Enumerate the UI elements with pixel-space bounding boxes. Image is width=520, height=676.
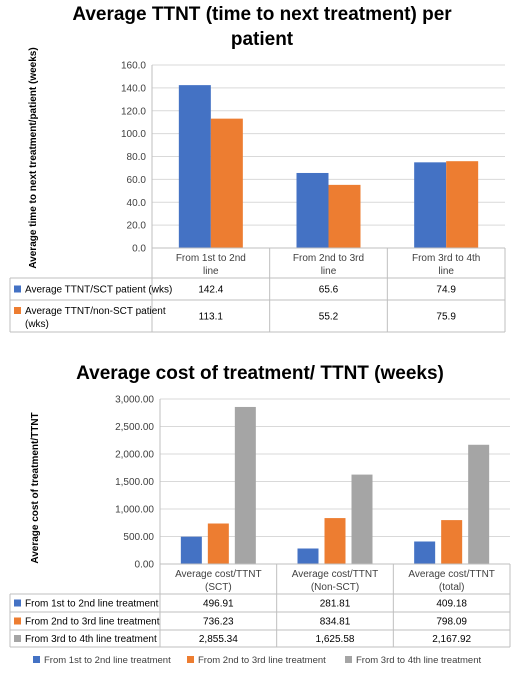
chart2-bar — [207, 523, 229, 564]
legend-label: From 3rd to 4th line treatment — [356, 655, 481, 666]
chart1-category-label: From 3rd to 4th — [412, 253, 480, 264]
chart2-category-label: Average cost/TTNT — [175, 569, 262, 580]
chart2-series-key — [14, 599, 21, 607]
chart1-bar — [328, 184, 361, 248]
chart1-bar — [210, 118, 243, 248]
chart1-bar — [178, 85, 211, 248]
chart2-series-name: From 3rd to 4th line treatment — [25, 634, 157, 645]
chart2-table-value: 281.81 — [320, 599, 351, 610]
chart2-table-value: 798.09 — [436, 617, 467, 628]
chart2-table-value: 834.81 — [320, 617, 351, 628]
chart1-series-key — [14, 285, 21, 293]
chart1-category-label: line — [321, 266, 337, 277]
chart2-table-value: 736.23 — [203, 617, 234, 628]
legend-swatch — [187, 656, 194, 663]
chart1-category-label: line — [203, 266, 219, 277]
chart2-table-value: 496.91 — [203, 599, 234, 610]
legend-swatch — [33, 656, 40, 663]
chart1-y-tick-label: 100.0 — [121, 129, 146, 140]
chart2-y-tick-label: 2,000.00 — [115, 450, 154, 461]
chart1-series-name: Average TTNT/non-SCT patient — [25, 306, 166, 317]
chart1-table-value: 55.2 — [319, 312, 339, 323]
chart1-category-label: From 1st to 2nd — [176, 253, 246, 264]
chart2-y-tick-label: 1,500.00 — [115, 477, 154, 488]
chart2-y-tick-label: 2,500.00 — [115, 422, 154, 433]
chart1-y-tick-label: 120.0 — [121, 106, 146, 117]
chart2-bar — [297, 548, 319, 564]
chart1-series-name: (wks) — [25, 319, 49, 330]
chart1-bar — [414, 162, 447, 248]
chart1-y-tick-label: 160.0 — [121, 61, 146, 72]
chart1-table-value: 142.4 — [198, 285, 223, 296]
chart2-bar — [441, 520, 463, 564]
chart1-y-tick-label: 20.0 — [127, 221, 147, 232]
chart2-series-key — [14, 635, 21, 642]
chart2-table-value: 1,625.58 — [316, 634, 355, 645]
chart1-bar — [446, 161, 479, 248]
chart2-bar — [468, 444, 490, 564]
chart2-y-tick-label: 3,000.00 — [115, 395, 154, 406]
chart1-y-tick-label: 140.0 — [121, 83, 146, 94]
chart1-y-tick-label: 40.0 — [127, 198, 147, 209]
chart2-bar — [351, 474, 373, 564]
legend-label: From 1st to 2nd line treatment — [44, 655, 171, 666]
chart1-category-label: From 2nd to 3rd — [293, 253, 364, 264]
chart2-y-tick-label: 1,000.00 — [115, 505, 154, 516]
chart2-bar — [180, 536, 202, 564]
chart2-category-label: (total) — [439, 582, 465, 593]
chart2-category-label: Average cost/TTNT — [408, 569, 495, 580]
chart2-bar — [324, 518, 346, 564]
chart1-y-tick-label: 60.0 — [127, 175, 147, 186]
chart2-y-tick-label: 0.00 — [135, 560, 155, 571]
chart2-category-label: (Non-SCT) — [311, 582, 359, 593]
chart2-table-value: 2,167.92 — [432, 634, 471, 645]
chart1-table-value: 74.9 — [436, 285, 456, 296]
chart1-table-value: 75.9 — [436, 312, 456, 323]
chart1-y-tick-label: 80.0 — [127, 152, 147, 163]
chart2-title: Average cost of treatment/ TTNT (weeks) — [76, 363, 444, 384]
chart1-series-name: Average TTNT/SCT patient (wks) — [25, 285, 172, 296]
chart-ttnt: Average TTNT (time to next treatment) pe… — [9, 4, 506, 333]
chart2-y-axis-label: Average cost of treatment/TTNT — [30, 412, 41, 563]
chart1-bar — [296, 172, 329, 248]
chart2-table-value: 409.18 — [436, 599, 467, 610]
chart1-y-axis-label: Average time to next treatment/patient (… — [28, 47, 39, 268]
chart1-title-line1: Average TTNT (time to next treatment) pe… — [72, 4, 452, 25]
chart2-bar — [414, 541, 436, 564]
chart1-series-key — [14, 307, 21, 314]
chart2-series-name: From 1st to 2nd line treatment — [25, 599, 159, 610]
legend-swatch — [345, 656, 352, 663]
chart1-category-label: line — [438, 266, 454, 277]
chart2-table-value: 2,855.34 — [199, 634, 238, 645]
chart2-series-name: From 2nd to 3rd line treatment — [25, 617, 160, 628]
chart2-category-label: Average cost/TTNT — [292, 569, 379, 580]
chart1-title-line2: patient — [231, 29, 294, 50]
chart1-table-value: 113.1 — [199, 312, 224, 323]
chart2-bar — [234, 406, 256, 564]
chart2-series-key — [14, 617, 21, 625]
chart1-y-tick-label: 0.0 — [132, 244, 146, 255]
chart1-table-value: 65.6 — [319, 285, 339, 296]
chart2-category-label: (SCT) — [205, 582, 232, 593]
legend-label: From 2nd to 3rd line treatment — [198, 655, 326, 666]
chart2-y-tick-label: 500.00 — [123, 532, 154, 543]
